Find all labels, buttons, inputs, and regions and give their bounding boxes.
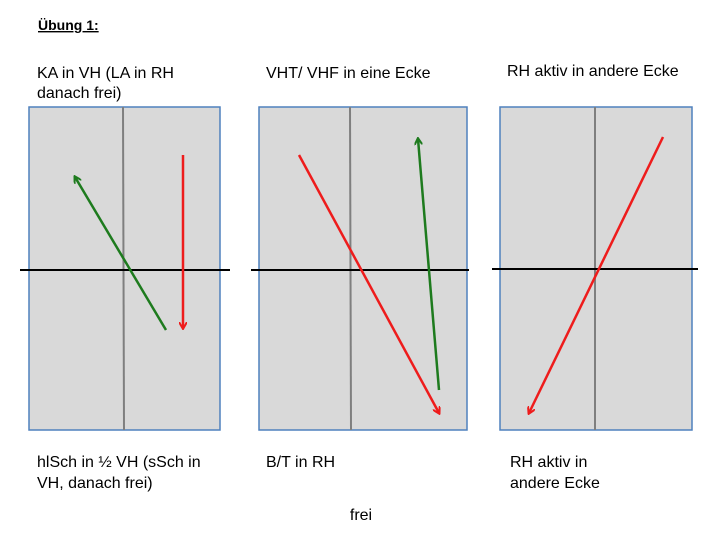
top-label: RH aktiv in andere Ecke — [507, 63, 679, 80]
bottom-label: hlSch in ½ VH (sSch in — [37, 454, 201, 471]
top-label: KA in VH (LA in RH — [37, 65, 174, 82]
bottom-label: VH, danach frei) — [37, 475, 153, 492]
top-label: VHT/ VHF in eine Ecke — [266, 65, 431, 82]
footer-text: frei — [350, 507, 372, 524]
center-line — [349, 106, 352, 431]
bottom-label: RH aktiv in — [510, 454, 587, 471]
arrow — [75, 177, 168, 331]
arrow — [297, 154, 439, 413]
arrow — [418, 139, 441, 391]
labels: KA in VH (LA in RH danach frei) hlSch in ½… — [37, 63, 679, 492]
bottom-label: B/T in RH — [266, 454, 335, 471]
field — [258, 106, 468, 431]
arrow — [529, 136, 665, 413]
title: Übung 1: — [38, 17, 99, 33]
bottom-label: andere Ecke — [510, 475, 600, 492]
top-label: danach frei) — [37, 85, 122, 102]
center-line — [122, 106, 125, 431]
